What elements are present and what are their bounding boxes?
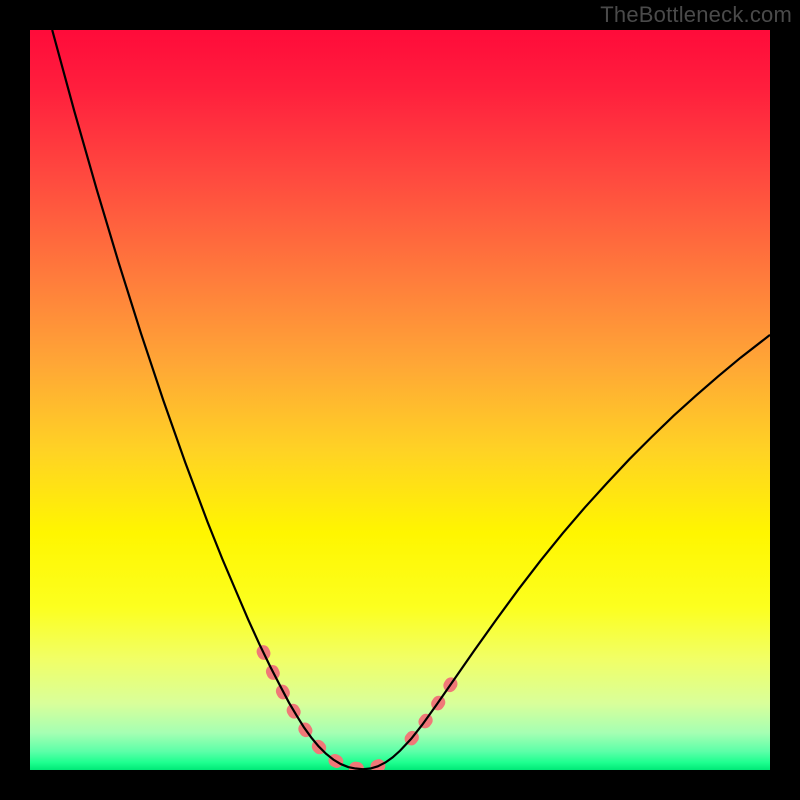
optimal-range-highlight <box>263 652 453 770</box>
highlight-segment <box>263 652 391 770</box>
chart-svg <box>30 30 770 770</box>
watermark-text: TheBottleneck.com <box>600 0 800 28</box>
bottleneck-curve <box>52 30 770 769</box>
bottleneck-chart <box>30 30 770 770</box>
